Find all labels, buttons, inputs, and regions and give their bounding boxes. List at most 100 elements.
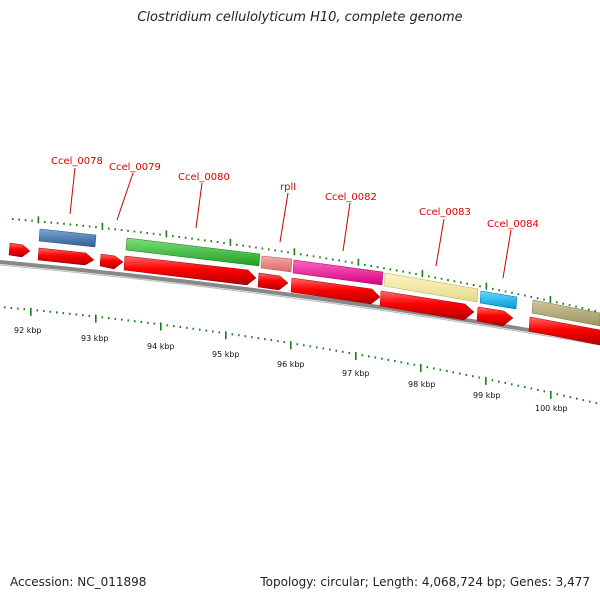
- tick-mark: [563, 394, 565, 397]
- scale-label: 94 kbp: [147, 342, 175, 351]
- tick-mark: [582, 399, 585, 402]
- tick-mark: [24, 219, 27, 222]
- cds-arrow[interactable]: [37, 247, 95, 266]
- tick-mark: [543, 390, 546, 393]
- tick-mark: [216, 241, 219, 244]
- gene-label-ccel-0080[interactable]: Ccel_0080: [178, 172, 230, 183]
- gene-label-ccel-0084[interactable]: Ccel_0084: [487, 219, 539, 230]
- tick-mark: [300, 253, 302, 256]
- tick-mark: [309, 345, 312, 348]
- gene-label-ccel-0078[interactable]: Ccel_0078: [51, 156, 103, 167]
- tick-mark: [335, 349, 338, 352]
- tick-mark: [133, 230, 136, 233]
- tick-mark: [43, 310, 45, 313]
- tick-mark: [511, 383, 513, 386]
- tick-mark: [101, 222, 104, 230]
- tick-mark: [426, 366, 429, 369]
- gene-label-ccel-0079[interactable]: Ccel_0079: [109, 162, 161, 173]
- gene-label-ccel-0083[interactable]: Ccel_0083: [419, 207, 471, 218]
- cds-arrow[interactable]: [379, 290, 475, 321]
- tick-mark: [364, 263, 366, 266]
- tick-mark: [319, 256, 321, 259]
- scale-tick-marks: [4, 306, 598, 405]
- tick-mark: [498, 380, 500, 383]
- tick-mark: [581, 307, 584, 310]
- cds-arrow[interactable]: [290, 277, 381, 305]
- tick-mark: [127, 319, 130, 322]
- tick-mark: [439, 368, 442, 371]
- feature-ccel-0082[interactable]: [292, 259, 384, 286]
- tick-mark: [191, 237, 193, 240]
- cds-arrow[interactable]: [476, 306, 514, 327]
- tick-mark: [62, 312, 65, 315]
- cds-arrow[interactable]: [99, 253, 124, 270]
- tick-mark: [550, 390, 552, 399]
- tick-mark: [332, 258, 334, 261]
- cds-arrow[interactable]: [257, 272, 289, 291]
- gene-leaders: [69, 167, 512, 279]
- tick-mark: [229, 238, 232, 246]
- feature-ccel-0078[interactable]: [38, 228, 97, 248]
- feature-track: [38, 228, 600, 327]
- feature-ccel-0080[interactable]: [125, 237, 261, 267]
- tick-mark: [223, 241, 225, 244]
- tick-mark: [576, 397, 578, 400]
- tick-mark: [114, 228, 116, 231]
- feature-ccel-0084[interactable]: [479, 290, 518, 310]
- tick-mark: [225, 331, 227, 340]
- tick-mark: [537, 388, 539, 391]
- tick-mark: [588, 308, 590, 311]
- tick-mark: [56, 311, 58, 314]
- tick-mark: [44, 220, 46, 223]
- tick-mark: [95, 226, 97, 229]
- tick-mark: [498, 289, 500, 292]
- gene-label-ccel-0082[interactable]: Ccel_0082: [325, 192, 377, 203]
- tick-mark: [184, 236, 187, 239]
- tick-mark: [248, 245, 251, 248]
- upper-tick-marks: [12, 216, 596, 312]
- scale-label: 95 kbp: [212, 350, 240, 359]
- tick-mark: [415, 272, 417, 275]
- tick-mark: [160, 322, 162, 331]
- genome-backbone: [0, 260, 600, 344]
- tick-mark: [12, 218, 14, 221]
- tick-mark: [140, 231, 142, 234]
- tick-mark: [159, 233, 161, 236]
- feature-ccel-0083[interactable]: [383, 272, 479, 303]
- tick-mark: [517, 293, 520, 296]
- tick-mark: [485, 282, 488, 290]
- genome-backbone-shadow: [0, 264, 600, 346]
- feature-olive[interactable]: [531, 299, 600, 327]
- tick-mark: [120, 229, 123, 232]
- tick-mark: [165, 230, 168, 238]
- feature-rpli[interactable]: [260, 255, 293, 273]
- tick-mark: [10, 306, 13, 309]
- tick-mark: [152, 232, 155, 235]
- tick-mark: [530, 295, 532, 298]
- tick-mark: [440, 277, 443, 280]
- tick-mark: [434, 276, 436, 279]
- tick-mark: [472, 375, 474, 378]
- tick-mark: [370, 264, 372, 267]
- tick-mark: [264, 338, 266, 341]
- tick-mark: [88, 314, 91, 317]
- tick-mark: [396, 269, 398, 272]
- scale-label: 92 kbp: [14, 326, 42, 335]
- tick-mark: [231, 333, 234, 336]
- tick-mark: [504, 381, 507, 384]
- tick-mark: [351, 261, 353, 264]
- tick-mark: [49, 310, 52, 313]
- tick-mark: [23, 308, 26, 311]
- cds-arrow[interactable]: [8, 242, 31, 258]
- cds-arrow[interactable]: [528, 316, 600, 346]
- tick-mark: [376, 266, 379, 269]
- scale-label: 99 kbp: [473, 391, 501, 400]
- gene-label-rpli[interactable]: rplI: [280, 182, 296, 193]
- tick-mark: [56, 222, 59, 225]
- cds-arrow[interactable]: [123, 255, 257, 286]
- tick-mark: [408, 271, 411, 274]
- tick-mark: [251, 336, 253, 339]
- tick-mark: [303, 344, 305, 347]
- tick-mark: [30, 307, 32, 316]
- tick-mark: [446, 370, 448, 373]
